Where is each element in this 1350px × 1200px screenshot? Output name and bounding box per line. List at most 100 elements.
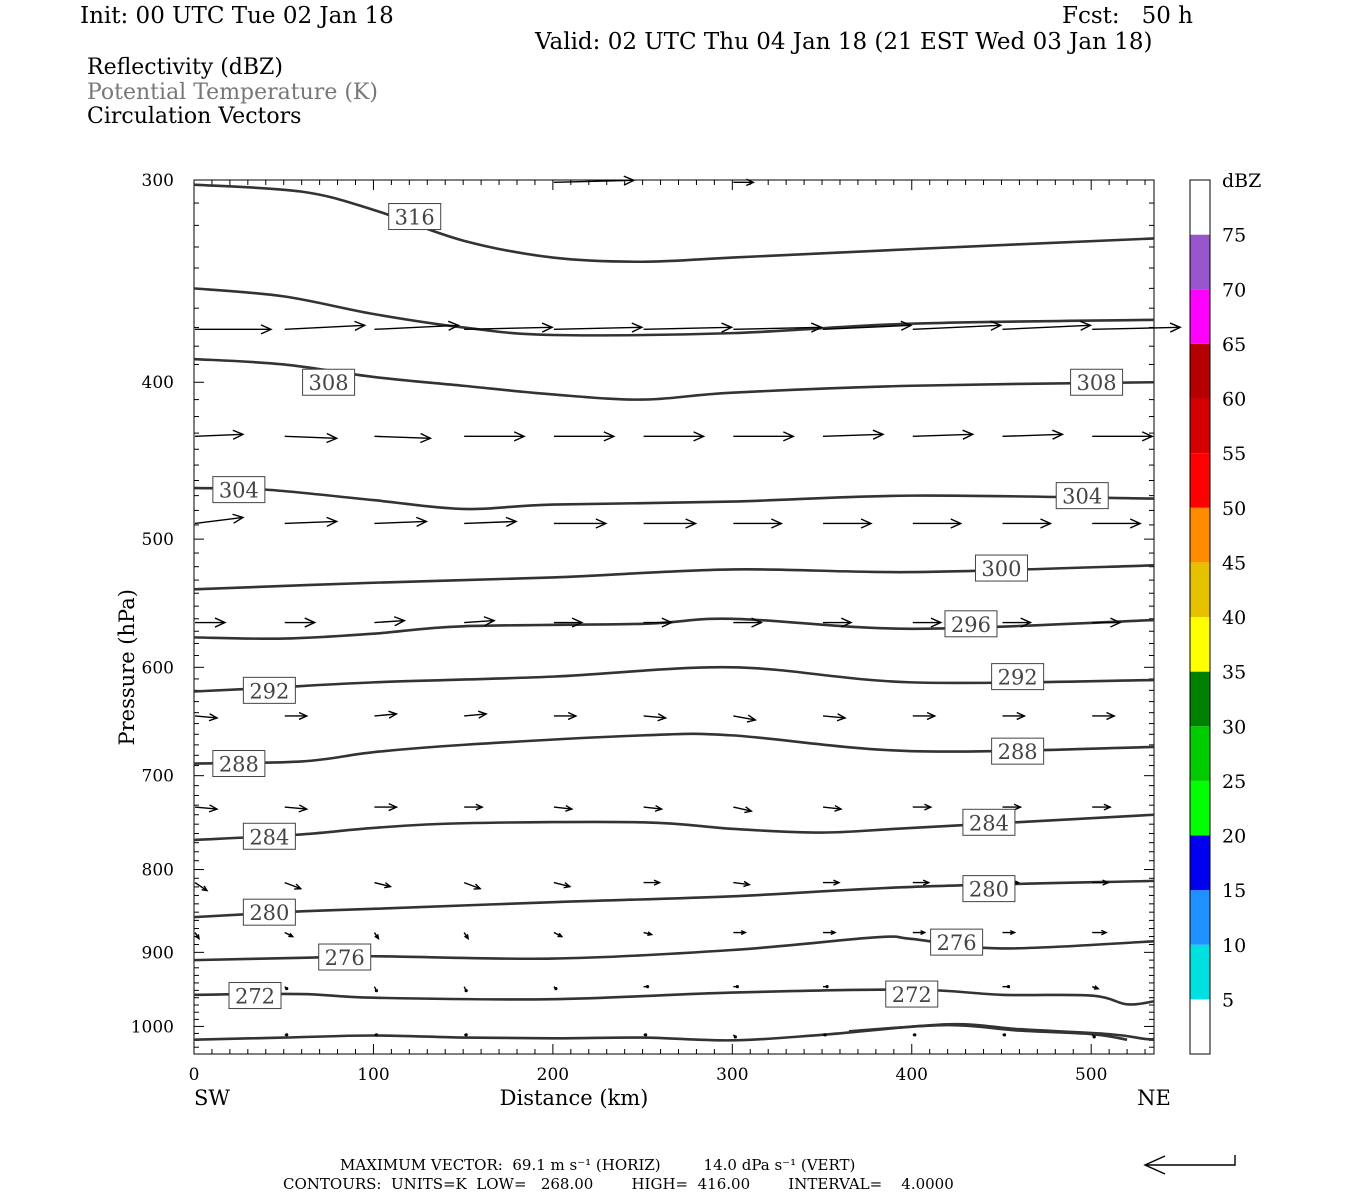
contour-label-text: 272 [892, 983, 932, 1007]
y-tick-label: 400 [142, 373, 174, 393]
contour-label-text: 316 [395, 206, 435, 230]
vector-head [740, 930, 748, 936]
vector-head [653, 879, 662, 886]
circulation-vector [823, 320, 913, 331]
vector-head [541, 322, 554, 333]
circulation-vectors [194, 175, 1182, 1039]
vector-head [825, 985, 829, 989]
y-tick-label: 1000 [131, 1017, 174, 1037]
forecast-hour: Fcst: 50 h [1062, 3, 1193, 29]
vector-shaft [464, 520, 517, 525]
reference-vector-shaft [1145, 1155, 1236, 1166]
vector-head [836, 713, 847, 722]
vector-head [388, 802, 399, 812]
field-vectors-label: Circulation Vectors [87, 104, 302, 129]
colorbar-bin [1190, 234, 1210, 290]
contour-label: 316 [388, 203, 442, 231]
vector-head [201, 885, 209, 892]
vector-head [1110, 617, 1122, 628]
vector-head [294, 883, 303, 890]
circulation-vector [1002, 711, 1027, 721]
vector-shaft [822, 806, 842, 810]
colorbar-bin [1190, 289, 1210, 344]
contour-label-box [991, 737, 1045, 765]
circulation-vector [733, 714, 757, 723]
circulation-vector [374, 710, 399, 719]
colorbar-tick-label: 60 [1222, 389, 1246, 411]
x-end-label-right: NE [1137, 1086, 1171, 1110]
vector-head [744, 806, 753, 814]
theta-contour-272 [193, 988, 1155, 1006]
vector-shaft [464, 713, 487, 717]
contour-label-text: 304 [219, 479, 259, 503]
colorbar-tick-label: 70 [1222, 279, 1246, 301]
vector-head [1141, 431, 1154, 442]
contour-label-text: 292 [249, 679, 289, 703]
circulation-vector [373, 986, 379, 993]
circulation-vector [822, 713, 847, 722]
circulation-vector [284, 711, 309, 721]
circulation-vector [643, 713, 668, 722]
circulation-vector [464, 710, 488, 719]
circulation-vector [284, 516, 339, 527]
circulation-vector [912, 803, 933, 811]
circulation-vector [284, 804, 309, 813]
vector-head [810, 322, 824, 333]
vector-head [631, 322, 644, 333]
x-tick-label: 500 [1075, 1065, 1107, 1085]
vector-head [1016, 711, 1027, 721]
vector-head [214, 617, 227, 628]
contour-label: 304 [1055, 482, 1109, 510]
contour-labels: 316 308 308 304 304 300 296 292 292 288 288 284 284 2… [212, 203, 1124, 1010]
y-tick-label: 900 [142, 943, 174, 963]
field-reflectivity-label: Reflectivity (dBZ) [87, 55, 283, 80]
circulation-vector [1002, 617, 1033, 628]
theta-contour-284 [193, 813, 1155, 842]
contour-label-text: 284 [969, 811, 1009, 835]
circulation-vector [1092, 431, 1154, 442]
vector-head [1169, 322, 1182, 333]
circulation-vector [284, 881, 303, 890]
vector-shaft [823, 433, 884, 438]
circulation-vector [464, 616, 496, 627]
contour-label: 284 [242, 822, 296, 850]
colorbar-tick-label: 35 [1222, 662, 1246, 684]
circulation-vector [374, 516, 429, 527]
colorbar-tick-label: 5 [1222, 989, 1234, 1011]
vector-head [1013, 803, 1023, 811]
circulation-vector [643, 879, 662, 886]
circulation-vector [733, 617, 764, 628]
contour-label-box [242, 822, 296, 850]
vector-head [232, 429, 245, 440]
vector-head [920, 930, 927, 936]
vector-head [571, 617, 584, 628]
circulation-vector [194, 513, 245, 525]
circulation-vector [643, 985, 650, 989]
colorbar-tick-label: 50 [1222, 498, 1246, 520]
contour-label: 272 [885, 980, 939, 1008]
colorbar-tick-label: 20 [1222, 826, 1246, 848]
vector-head [374, 1033, 379, 1037]
circulation-vector [553, 175, 636, 186]
contour-label-text: 280 [249, 901, 289, 925]
dbz-colorbar: 5 10 15 20 25 30 35 40 45 50 55 60 65 70 75 dBZ [1189, 170, 1261, 1055]
circulation-vector [464, 516, 518, 527]
vector-shaft [823, 324, 912, 331]
circulation-vector [464, 803, 484, 811]
contour-label-box [991, 663, 1045, 691]
circulation-vector [284, 617, 317, 628]
circulation-vector [553, 617, 584, 628]
circulation-vector [194, 882, 209, 892]
vector-head [834, 804, 843, 812]
vector-head [565, 804, 574, 812]
circulation-vector [912, 518, 963, 529]
vector-head [1020, 617, 1033, 628]
vector-head [354, 320, 367, 331]
circulation-vector [643, 804, 664, 812]
vector-shaft [194, 806, 218, 810]
circulation-vector [195, 324, 273, 335]
theta-contour-300 [193, 564, 1155, 591]
vector-head [194, 934, 200, 940]
reference-vector-head [1143, 1155, 1166, 1175]
vector-shaft [733, 881, 750, 886]
